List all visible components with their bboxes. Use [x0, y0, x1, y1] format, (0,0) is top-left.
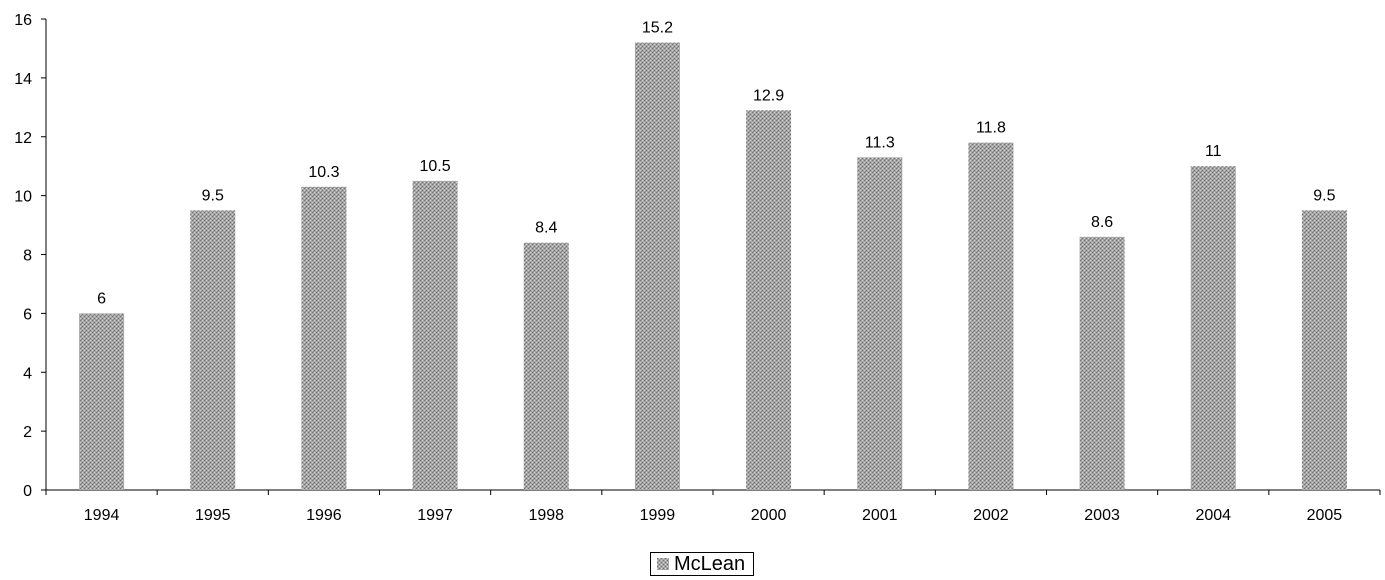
x-tick-label-2004: 2004	[1195, 507, 1231, 524]
x-tick-label-2001: 2001	[862, 507, 898, 524]
data-label-2005: 9.5	[1313, 187, 1335, 204]
legend: McLean	[650, 552, 755, 576]
x-tick-label-2000: 2000	[751, 507, 787, 524]
data-label-1998: 8.4	[535, 220, 557, 237]
y-tick-label: 12	[14, 130, 32, 147]
x-tick-label-2005: 2005	[1307, 507, 1343, 524]
y-tick-label: 14	[14, 71, 32, 88]
bar-1999	[634, 42, 680, 491]
x-tick-label-2003: 2003	[1084, 507, 1120, 524]
x-tick-label-1995: 1995	[195, 507, 231, 524]
data-labels: 6 9.5 10.3 10.5 8.4 15.2 12.9 11.3 11.8 8.6 11 9.5	[97, 20, 1336, 308]
y-tick-label: 4	[23, 365, 32, 382]
data-label-2004: 11	[1205, 143, 1222, 160]
bar-1998	[523, 242, 569, 490]
x-tick-label-1998: 1998	[528, 507, 564, 524]
y-tick-label: 16	[14, 12, 32, 29]
bar-2005	[1301, 210, 1347, 490]
bars	[79, 42, 1347, 491]
data-label-1996: 10.3	[308, 164, 339, 181]
data-label-2003: 8.6	[1091, 214, 1113, 231]
x-tick-label-2002: 2002	[973, 507, 1009, 524]
legend-label-mclean: McLean	[674, 553, 746, 575]
data-label-2000: 12.9	[753, 87, 784, 104]
bar-2003	[1079, 236, 1125, 490]
data-label-1995: 9.5	[202, 187, 224, 204]
y-tick-label: 10	[14, 189, 32, 206]
y-tick-label: 6	[23, 306, 32, 323]
y-tick-label: 0	[23, 483, 32, 500]
data-label-1997: 10.5	[420, 158, 451, 175]
bar-2001	[857, 157, 903, 490]
x-tick-label-1999: 1999	[640, 507, 676, 524]
bar-2000	[746, 110, 792, 490]
x-tick-label-1997: 1997	[417, 507, 453, 524]
y-axis: 0 2 4 6 8 10 12 14 16	[14, 12, 47, 500]
data-label-1994: 6	[97, 290, 106, 307]
bar-1995	[190, 210, 236, 490]
bar-2002	[968, 142, 1014, 490]
x-tick-label-1996: 1996	[306, 507, 342, 524]
legend-swatch-mclean	[657, 558, 669, 570]
y-tick-label: 2	[23, 424, 32, 441]
bar-1997	[412, 180, 458, 490]
bar-1994	[79, 313, 125, 490]
x-axis: 1994 1995 1996 1997 1998 1999 2000 2001 2002 2003…	[45, 489, 1381, 524]
bar-1996	[301, 186, 347, 490]
data-label-2002: 11.8	[976, 120, 1006, 137]
bar-2004	[1190, 166, 1236, 490]
x-tick-label-1994: 1994	[84, 507, 120, 524]
data-label-1999: 15.2	[642, 20, 673, 37]
data-label-2001: 11.3	[865, 134, 895, 151]
y-tick-label: 8	[23, 248, 32, 265]
